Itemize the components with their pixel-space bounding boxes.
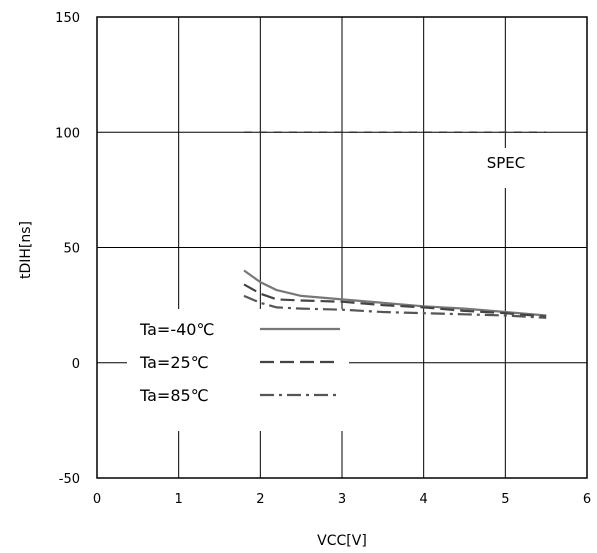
x-tick-label: 0: [93, 492, 101, 507]
legend-label-3: Ta=85℃: [139, 386, 209, 405]
y-tick-label: -50: [59, 472, 80, 487]
spec-label-mask: [465, 148, 547, 188]
tick-labels: 0 1 2 3 4 5 6 -50 0 50 100 150: [55, 11, 591, 507]
x-tick-label: 1: [175, 492, 183, 507]
series-line-3: [243, 294, 547, 319]
y-tick-label: 0: [72, 357, 80, 372]
legend: Ta=-40℃ Ta=25℃ Ta=85℃: [139, 320, 340, 405]
x-tick-label: 6: [583, 492, 591, 507]
x-tick-label: 3: [338, 492, 346, 507]
spec-label: SPEC: [487, 154, 526, 172]
y-tick-label: 100: [55, 126, 80, 141]
x-axis-label: VCC[V]: [317, 533, 367, 549]
legend-label-1: Ta=-40℃: [139, 320, 214, 339]
series-line-2: [243, 283, 547, 318]
x-tick-label: 2: [256, 492, 264, 507]
grid: [97, 17, 587, 478]
plot-frame: [96, 16, 588, 479]
series-line-1: [243, 269, 547, 317]
legend-label-2: Ta=25℃: [139, 353, 209, 372]
y-axis-label: tDIH[ns]: [18, 221, 34, 279]
y-tick-label: 150: [55, 11, 80, 26]
x-tick-label: 5: [501, 492, 509, 507]
y-tick-label: 50: [63, 242, 80, 257]
series-layer: [243, 269, 547, 319]
x-tick-label: 4: [420, 492, 428, 507]
